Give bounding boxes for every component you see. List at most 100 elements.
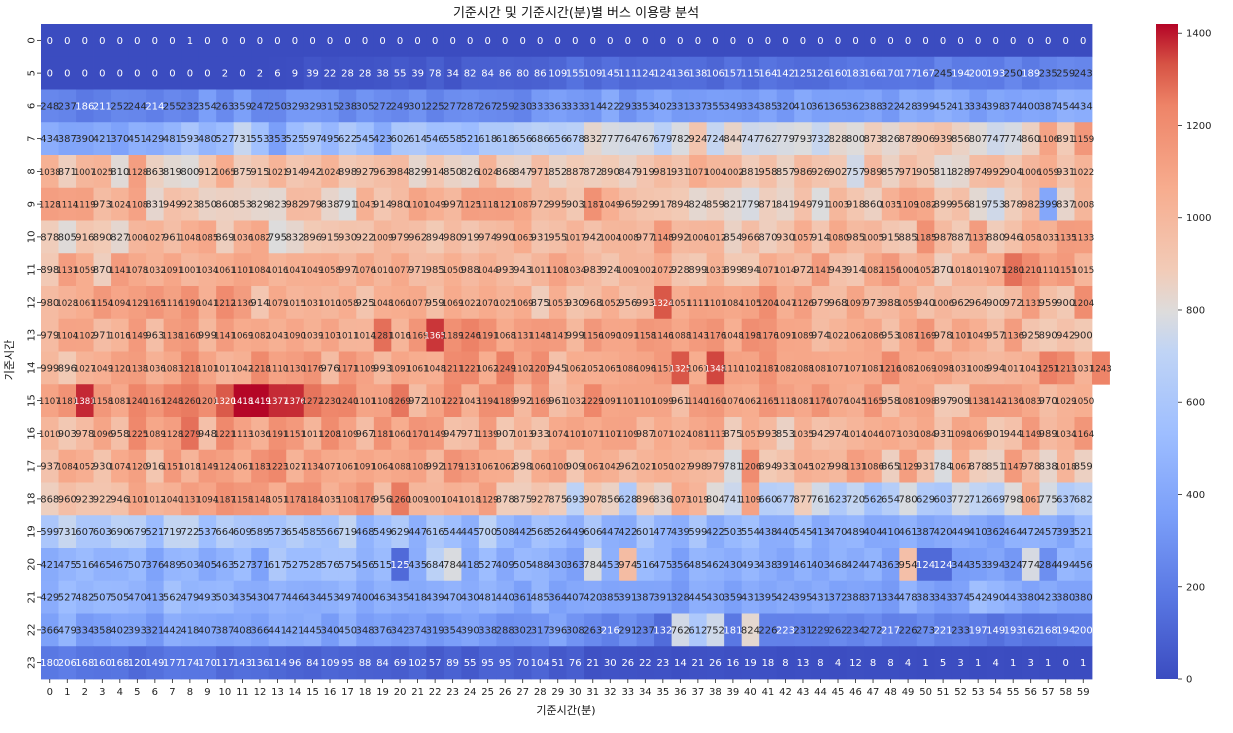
cell-value-label: 391 (618, 593, 637, 604)
cell-value-label: 1036 (249, 430, 271, 440)
heatmap-cell (391, 318, 410, 352)
heatmap-cell (408, 56, 427, 90)
cell-value-label: 1008 (1072, 201, 1094, 211)
heatmap-cell (741, 384, 760, 418)
heatmap-cell (373, 515, 392, 549)
heatmap-cell (794, 24, 813, 58)
heatmap-cell (338, 482, 357, 516)
cell-value-label: 183 (846, 69, 865, 80)
cell-value-label: 828 (951, 167, 970, 178)
heatmap-cell (741, 155, 760, 189)
heatmap-cell (513, 613, 532, 647)
cell-value-label: 1101 (126, 495, 148, 505)
cell-value-label: 939 (934, 134, 953, 145)
heatmap-cell (654, 155, 672, 189)
heatmap-cell (251, 548, 270, 582)
heatmap-cell (741, 646, 760, 680)
cell-value-label: 0 (765, 36, 771, 47)
cell-value-label: 1073 (669, 495, 691, 505)
heatmap-cell (321, 220, 340, 254)
heatmap-cell (111, 548, 129, 582)
cell-value-label: 954 (899, 560, 918, 571)
heatmap-cell (864, 56, 883, 90)
heatmap-cell (531, 417, 550, 451)
cell-value-label: 477 (653, 527, 672, 538)
cell-value-label: 979 (811, 298, 830, 309)
heatmap-cell (251, 253, 270, 287)
cell-value-label: 784 (934, 462, 953, 473)
cell-value-label: 1011 (337, 332, 359, 342)
cell-value-label: 1024 (669, 430, 691, 440)
heatmap-cell (584, 548, 602, 582)
heatmap-cell (443, 515, 462, 549)
heatmap-cell (846, 580, 865, 614)
heatmap-cell (881, 417, 900, 451)
cell-value-label: 1088 (669, 332, 691, 342)
heatmap-cell (76, 56, 94, 90)
heatmap-cell (233, 122, 252, 156)
cell-value-label: 819 (163, 167, 182, 178)
heatmap-cell (58, 482, 77, 516)
heatmap-cell (76, 449, 94, 483)
heatmap-cell (566, 351, 585, 385)
heatmap-cell (776, 646, 795, 680)
cell-value-label: 899 (934, 200, 953, 211)
cell-value-label: 495 (320, 134, 339, 145)
heatmap-cell (584, 220, 602, 254)
cell-value-label: 554 (741, 527, 760, 538)
cell-value-label: 907 (583, 494, 602, 505)
cell-value-label: 1006 (126, 233, 148, 243)
cell-value-label: 654 (285, 527, 304, 538)
cell-value-label: 664 (215, 527, 234, 538)
cell-value-label: 1190 (179, 299, 201, 309)
cell-value-label: 19 (744, 658, 757, 669)
heatmap-cell (566, 646, 585, 680)
cell-value-label: 978 (1021, 462, 1040, 473)
heatmap-cell (251, 449, 270, 483)
heatmap-cell (899, 580, 918, 614)
cell-value-label: 992 (671, 232, 690, 243)
cell-value-label: 869 (215, 232, 234, 243)
y-axis-label: 기준시간 (3, 340, 16, 380)
heatmap-cell (128, 417, 147, 451)
heatmap-cell (338, 220, 357, 254)
heatmap-cell (163, 515, 182, 549)
heatmap-cell (741, 548, 760, 582)
heatmap-cell (321, 56, 340, 90)
heatmap-cell (286, 646, 305, 680)
cell-value-label: 1148 (652, 233, 674, 243)
heatmap-cell (741, 253, 760, 287)
cell-value-label: 0 (344, 36, 350, 47)
heatmap-cell (829, 515, 848, 549)
cell-value-label: 440 (496, 593, 515, 604)
colorbar-tick-label: 800 (1186, 305, 1205, 316)
heatmap-cell (373, 318, 392, 352)
y-tick-label: 22 (27, 624, 38, 637)
cell-value-label: 430 (250, 593, 269, 604)
heatmap-cell (391, 646, 410, 680)
heatmap-cell (146, 286, 165, 320)
cell-value-label: 1 (1010, 658, 1016, 669)
heatmap-cell (759, 351, 778, 385)
heatmap-cell (128, 286, 147, 320)
cell-value-label: 870 (93, 265, 112, 276)
heatmap-cell (373, 187, 392, 221)
cell-value-label: 1149 (1020, 430, 1042, 440)
cell-value-label: 984 (391, 167, 410, 178)
heatmap-cell (794, 187, 813, 221)
heatmap-cell (198, 449, 217, 483)
cell-value-label: 753 (986, 200, 1005, 211)
cell-value-label: 516 (636, 560, 655, 571)
heatmap-cell (286, 417, 305, 451)
cell-value-label: 1010 (319, 299, 341, 309)
cell-value-label: 1101 (617, 397, 639, 407)
x-tick-label: 51 (937, 687, 950, 698)
heatmap-cell (321, 89, 340, 123)
heatmap-cell (776, 417, 795, 451)
cell-value-label: 104 (531, 658, 550, 669)
cell-value-label: 1 (1080, 658, 1086, 669)
heatmap-cell (934, 351, 953, 385)
cell-value-label: 193 (986, 69, 1005, 80)
cell-value-label: 562 (863, 494, 882, 505)
heatmap-cell (443, 351, 462, 385)
